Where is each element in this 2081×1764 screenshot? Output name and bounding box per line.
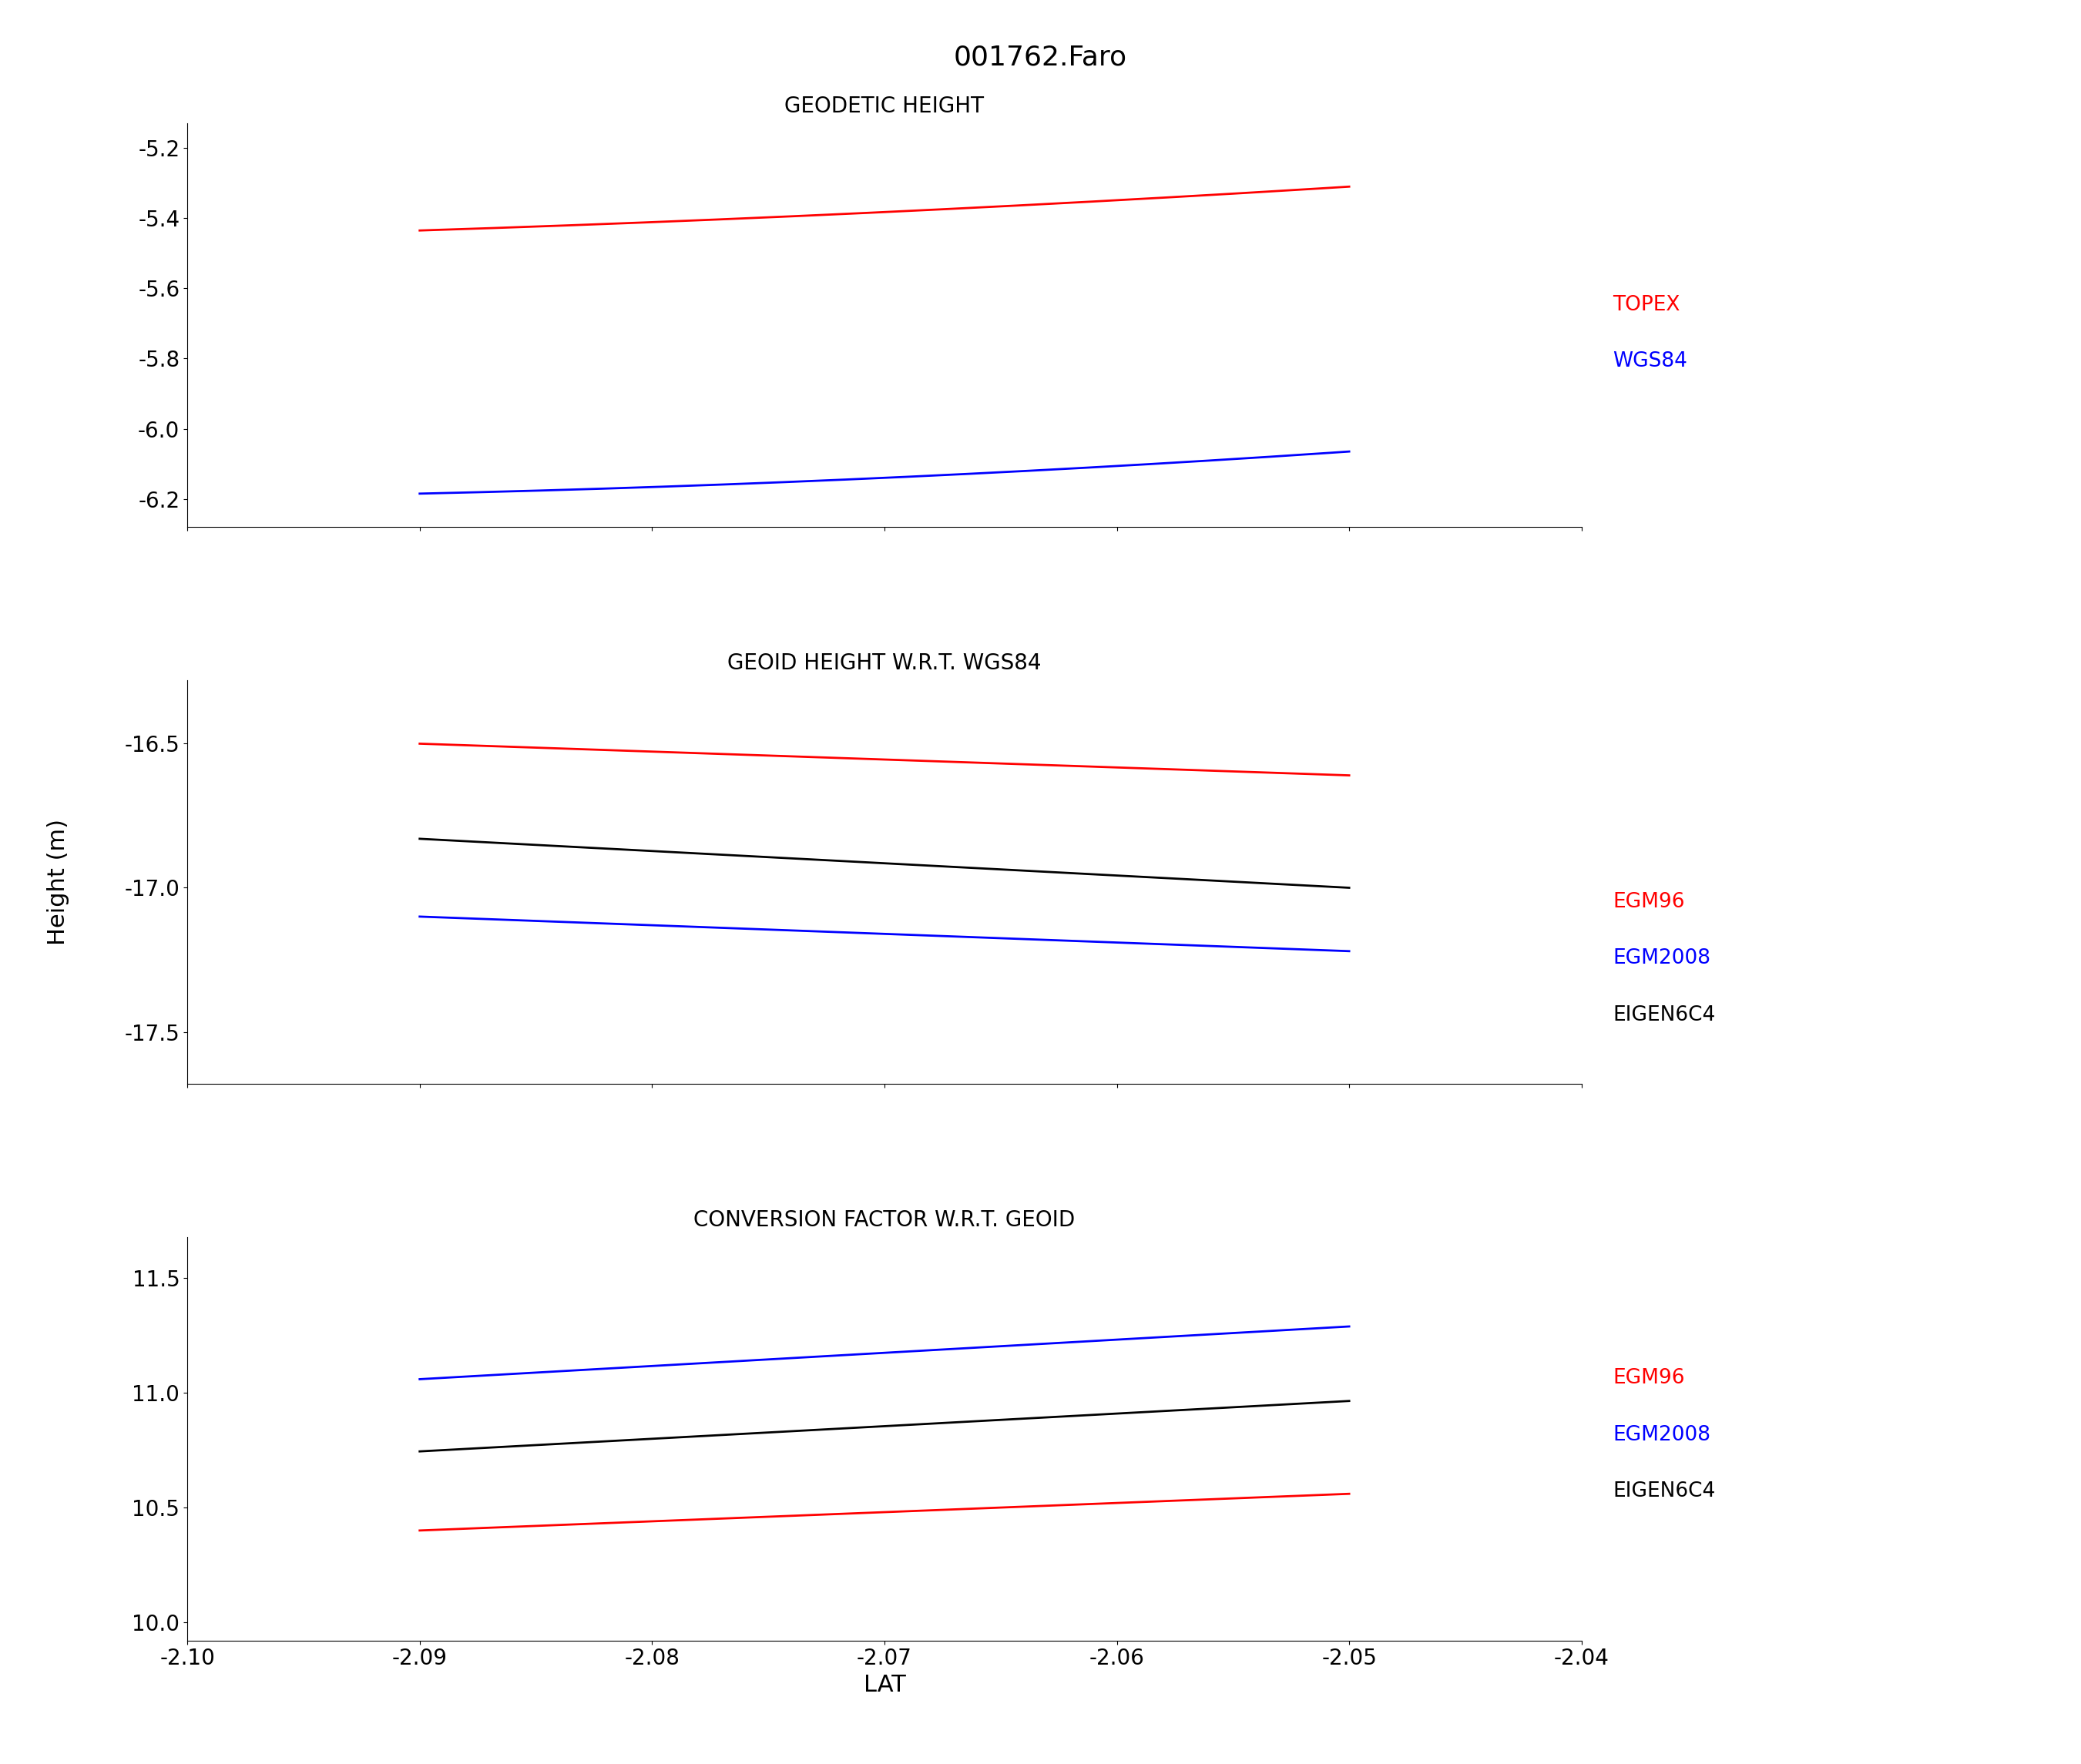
Text: EIGEN6C4: EIGEN6C4 bbox=[1613, 1482, 1715, 1501]
Text: EIGEN6C4: EIGEN6C4 bbox=[1613, 1005, 1715, 1025]
Title: CONVERSION FACTOR W.R.T. GEOID: CONVERSION FACTOR W.R.T. GEOID bbox=[693, 1210, 1076, 1231]
Text: EGM96: EGM96 bbox=[1613, 893, 1686, 912]
Title: GEOID HEIGHT W.R.T. WGS84: GEOID HEIGHT W.R.T. WGS84 bbox=[728, 653, 1040, 674]
Text: EGM96: EGM96 bbox=[1613, 1369, 1686, 1388]
Text: 001762.Faro: 001762.Faro bbox=[953, 44, 1128, 71]
Text: WGS84: WGS84 bbox=[1613, 351, 1688, 372]
Text: EGM2008: EGM2008 bbox=[1613, 1425, 1711, 1445]
Text: Height (m): Height (m) bbox=[48, 818, 69, 946]
Text: TOPEX: TOPEX bbox=[1613, 295, 1679, 316]
Title: GEODETIC HEIGHT: GEODETIC HEIGHT bbox=[785, 95, 984, 118]
Text: EGM2008: EGM2008 bbox=[1613, 949, 1711, 968]
X-axis label: LAT: LAT bbox=[864, 1674, 905, 1697]
